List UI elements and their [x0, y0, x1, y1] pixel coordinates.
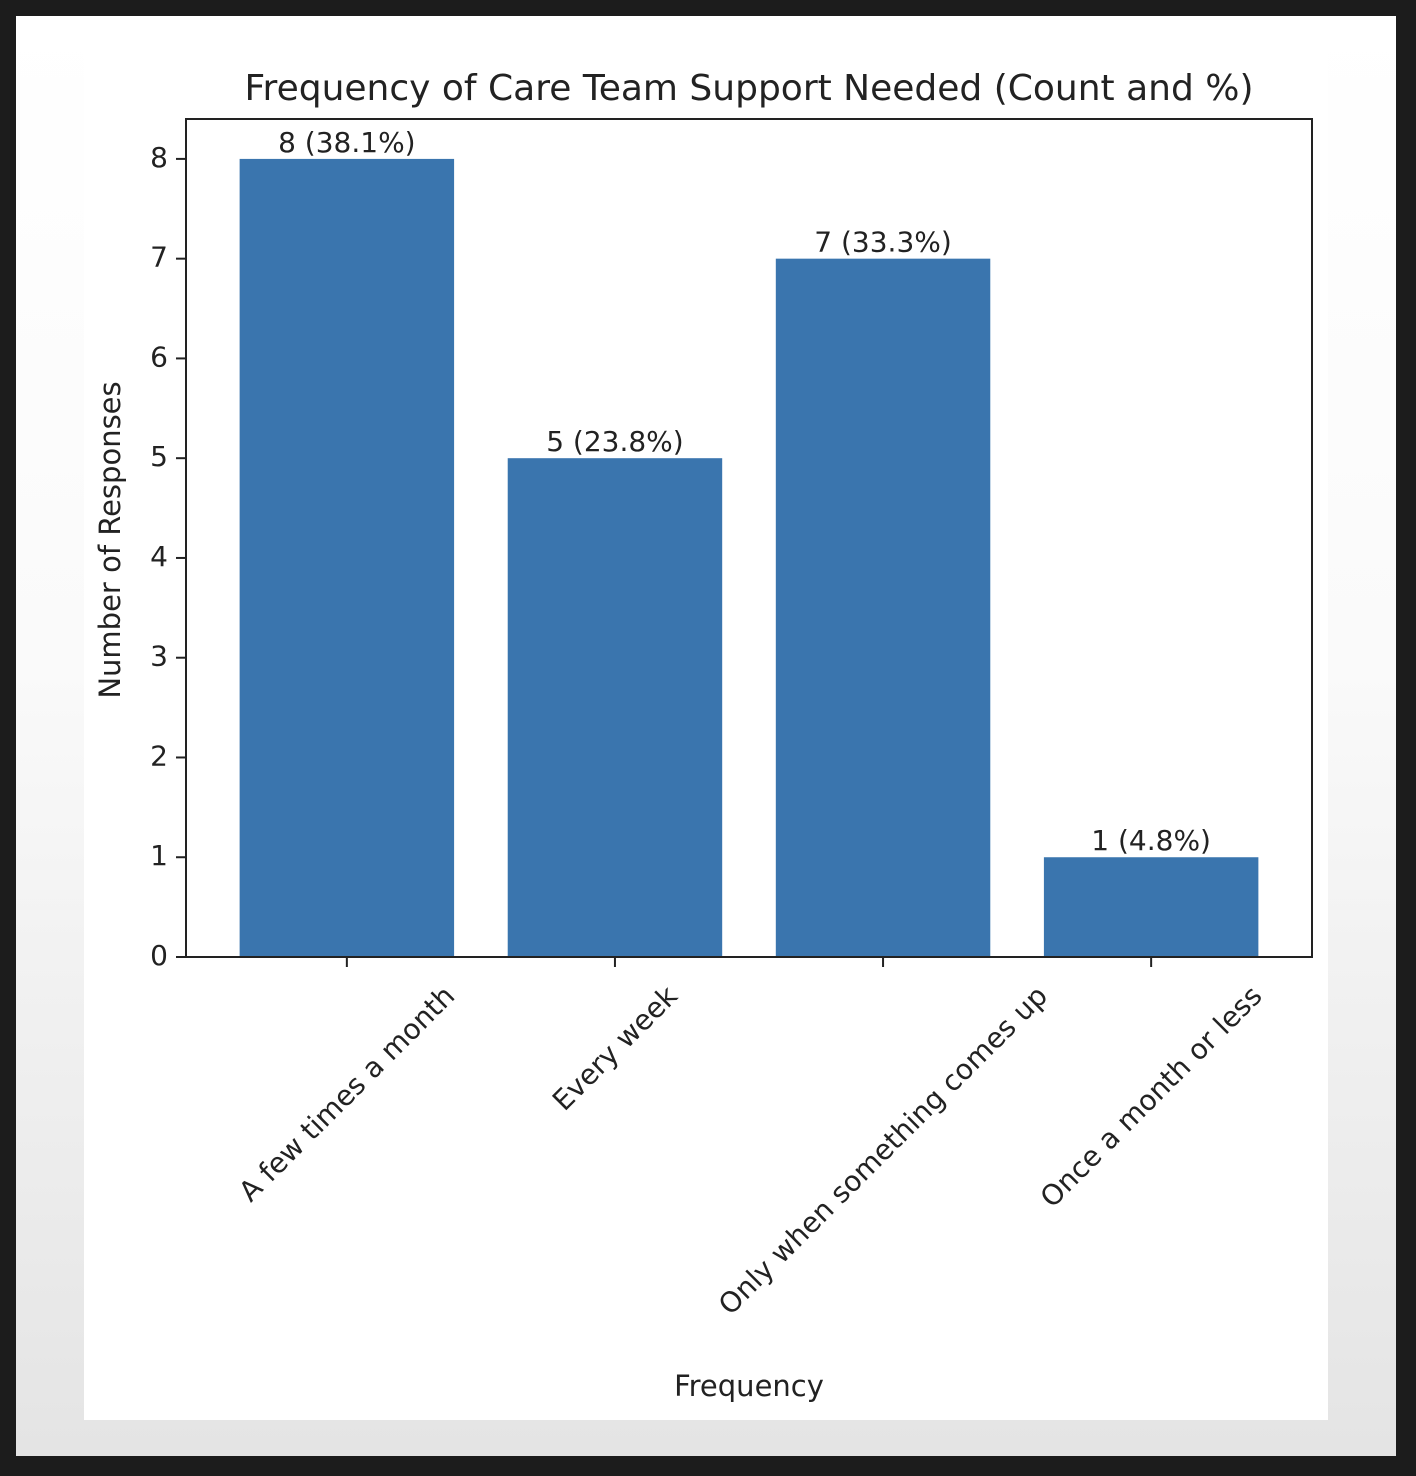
plot-frame: [185, 118, 1313, 958]
value-label: 1 (4.8%): [1091, 824, 1211, 857]
y-axis-label: Number of Responses: [93, 381, 127, 698]
y-tick-label: 7: [150, 241, 168, 274]
y-tick-label: 6: [150, 340, 168, 373]
value-label: 8 (38.1%): [278, 126, 416, 159]
y-tick-label: 2: [150, 739, 168, 772]
y-tick-label: 8: [150, 141, 168, 174]
y-tick-label: 3: [150, 640, 168, 673]
bar: [775, 258, 991, 958]
chart-title: Frequency of Care Team Support Needed (C…: [244, 68, 1253, 109]
bar: [239, 158, 455, 957]
y-tick-label: 5: [150, 440, 168, 473]
x-axis-label: Frequency: [674, 1369, 824, 1403]
y-tick-label: 0: [150, 939, 168, 972]
value-label: 5 (23.8%): [546, 425, 684, 458]
y-tick-label: 1: [150, 839, 168, 872]
bar: [507, 458, 723, 957]
y-tick-label: 4: [150, 540, 168, 573]
bar: [1043, 857, 1259, 957]
value-label: 7 (33.3%): [814, 226, 952, 259]
